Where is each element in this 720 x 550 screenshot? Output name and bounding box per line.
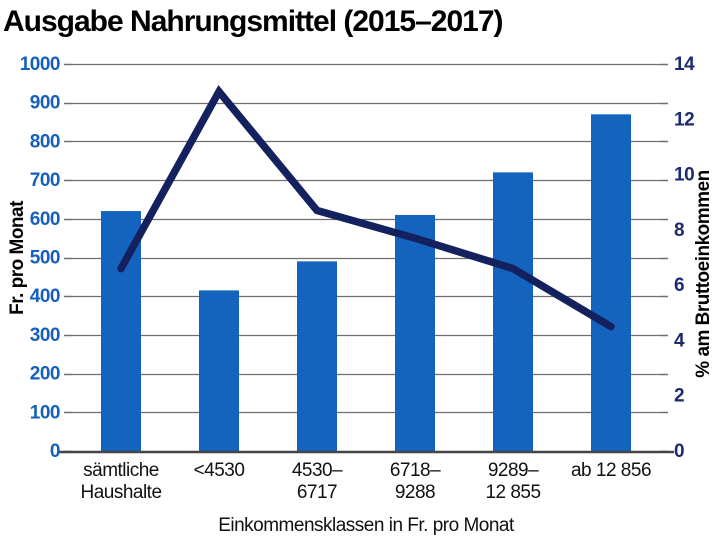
chart-title: Ausgabe Nahrungsmittel (2015–2017) bbox=[3, 5, 503, 38]
x-axis-title: Einkommensklassen in Fr. pro Monat bbox=[218, 515, 515, 536]
bars-group bbox=[101, 114, 631, 452]
left-axis-tick-label: 900 bbox=[30, 93, 60, 114]
right-axis-tick-label: 2 bbox=[674, 386, 684, 407]
right-axis-tick-label: 8 bbox=[674, 220, 684, 241]
left-axis-tick-label: 700 bbox=[30, 170, 60, 191]
left-axis-tick-label: 400 bbox=[30, 286, 60, 307]
bar-9289–12 855 bbox=[493, 172, 533, 452]
x-tick-label: 4530– bbox=[292, 460, 343, 481]
x-tick-label: 9288 bbox=[395, 482, 435, 503]
left-axis-tick-label: 0 bbox=[50, 441, 60, 462]
left-axis-tick-label: 1000 bbox=[20, 54, 60, 75]
left-axis-tick-label: 200 bbox=[30, 364, 60, 385]
x-tick-label: 9289– bbox=[488, 460, 539, 481]
x-tick-label: <4530 bbox=[194, 460, 245, 481]
right-axis-tick-label: 0 bbox=[674, 441, 684, 462]
right-axis-tick-label: 4 bbox=[674, 330, 685, 351]
x-tick-label: 12 855 bbox=[485, 482, 540, 503]
bar-ab 12 856 bbox=[591, 114, 631, 451]
axis-labels-group: 0 100 200 300 400 500 600 700 800 900 1000 0 2 4 6 8 10 1… bbox=[20, 54, 696, 503]
left-axis-title: Fr. pro Monat bbox=[7, 200, 28, 315]
right-axis-tick-label: 10 bbox=[674, 165, 694, 186]
bar-<4530 bbox=[199, 290, 239, 451]
gridlines bbox=[72, 63, 660, 414]
trend-line bbox=[117, 84, 615, 331]
bar-6718–9288 bbox=[395, 214, 435, 451]
trend-line-group bbox=[117, 84, 615, 331]
x-tick-label: ab 12 856 bbox=[571, 460, 651, 481]
x-tick-label: sämtliche bbox=[83, 460, 159, 481]
left-axis-tick-label: 600 bbox=[30, 209, 60, 230]
right-axis-tick-label: 14 bbox=[674, 54, 695, 75]
left-axis-tick-label: 800 bbox=[30, 131, 60, 152]
left-axis-tick-label: 300 bbox=[30, 325, 60, 346]
right-axis-title: % am Bruttoeinkommen bbox=[693, 170, 714, 377]
left-axis-tick-label: 500 bbox=[30, 248, 60, 269]
right-axis-tick-label: 12 bbox=[674, 109, 694, 130]
axes-group bbox=[58, 63, 674, 454]
bar-4530–6717 bbox=[297, 261, 337, 451]
x-tick-label: 6718– bbox=[390, 460, 441, 481]
x-tick-label: Haushalte bbox=[80, 482, 161, 503]
left-axis-tick-label: 100 bbox=[30, 402, 60, 423]
right-axis-tick-label: 6 bbox=[674, 275, 684, 296]
x-tick-label: 6717 bbox=[297, 482, 337, 503]
